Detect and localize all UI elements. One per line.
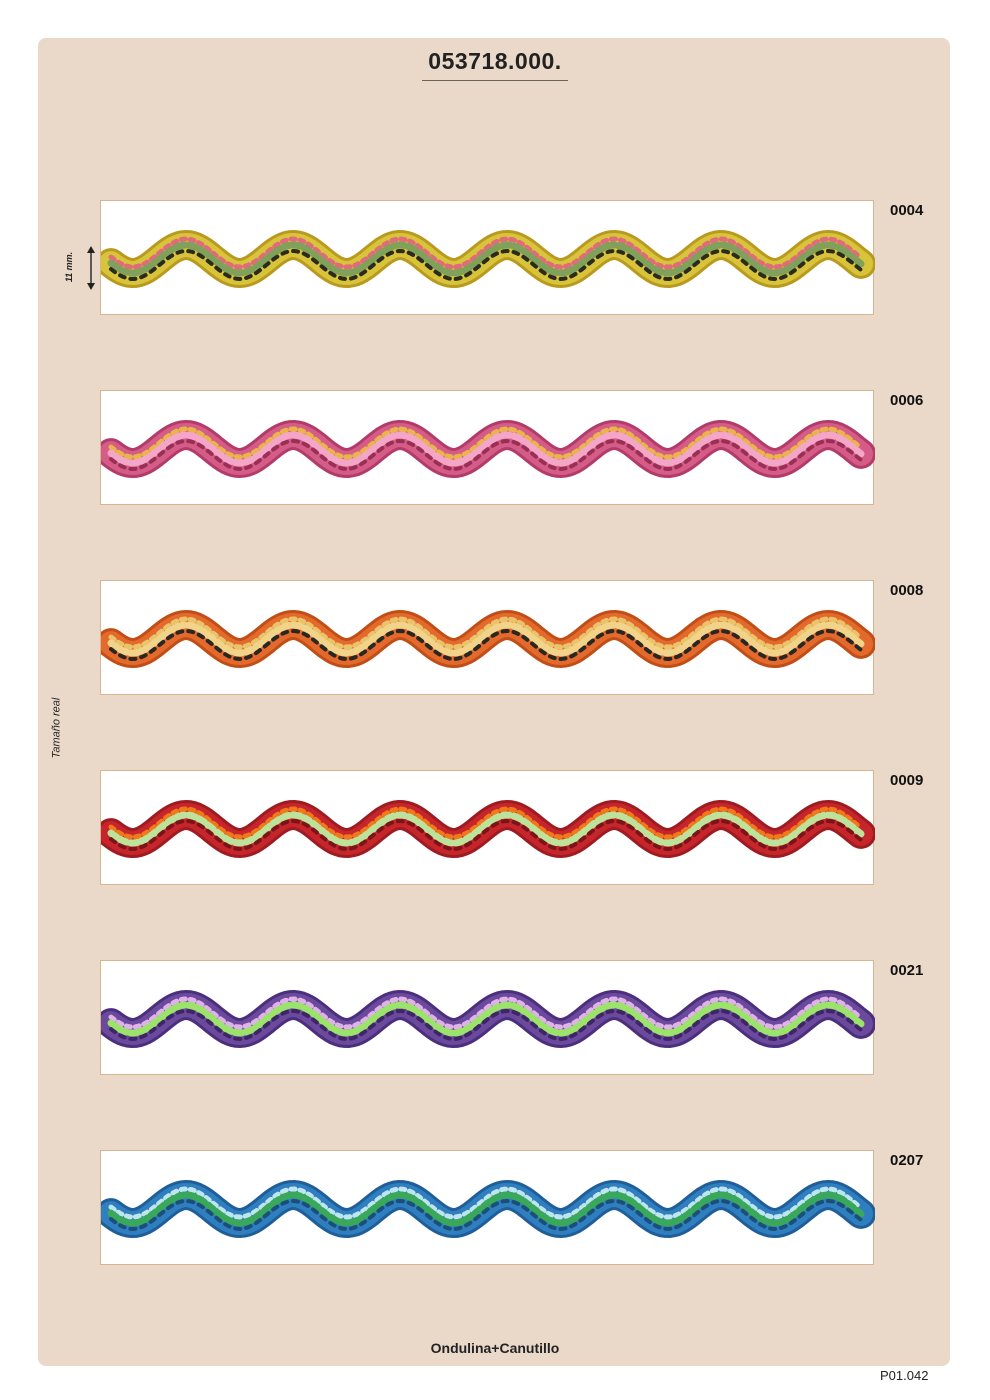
color-code: 0009 (890, 772, 924, 789)
swatch-card[interactable] (100, 1150, 875, 1265)
trim-accent-stitch (108, 806, 864, 840)
trim-lower-stitch (109, 818, 863, 852)
title-underline (422, 80, 568, 81)
real-size-label: Tamaño real (50, 697, 63, 759)
swatch-card[interactable] (100, 770, 875, 885)
trim-lower-stitch (109, 438, 863, 472)
trim-accent-stitch (108, 616, 864, 650)
ric-rac-trim (101, 799, 875, 859)
page-reference: P01.042 (880, 1368, 929, 1383)
ric-rac-trim (101, 989, 875, 1049)
swatch-card[interactable] (100, 390, 875, 505)
color-code: 0021 (890, 962, 924, 979)
double-arrow-icon (87, 246, 95, 290)
color-code: 0006 (890, 392, 924, 409)
color-code: 0207 (890, 1152, 924, 1169)
color-code: 0008 (890, 582, 924, 599)
trim-lower-stitch (109, 1008, 863, 1042)
trim-accent-stitch (108, 236, 864, 270)
trim-accent-stitch (108, 1186, 864, 1220)
product-name: Ondulina+Canutillo (430, 1340, 560, 1356)
trim-bugle-beads (107, 431, 865, 467)
swatch-card[interactable] (100, 200, 875, 315)
trim-bugle-beads (107, 241, 865, 277)
trim-lower-stitch (109, 628, 863, 662)
ric-rac-trim (101, 1179, 875, 1239)
page-title: 053718.000. (428, 48, 562, 74)
color-code: 0004 (890, 202, 924, 219)
swatch-card[interactable] (100, 960, 875, 1075)
trim-bugle-beads (107, 621, 865, 657)
ric-rac-trim (101, 229, 875, 289)
size-annotation: 11 mm. (64, 251, 75, 283)
ric-rac-trim (101, 419, 875, 479)
trim-lower-stitch (109, 1198, 863, 1232)
trim-bugle-beads (107, 1191, 865, 1227)
trim-accent-stitch (108, 996, 864, 1030)
ric-rac-trim (101, 609, 875, 669)
trim-accent-stitch (108, 426, 864, 460)
trim-lower-stitch (109, 248, 863, 282)
swatch-card[interactable] (100, 580, 875, 695)
trim-bugle-beads (107, 811, 865, 847)
trim-bugle-beads (107, 1001, 865, 1037)
